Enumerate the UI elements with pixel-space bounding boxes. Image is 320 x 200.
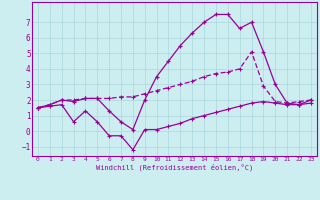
- X-axis label: Windchill (Refroidissement éolien,°C): Windchill (Refroidissement éolien,°C): [96, 164, 253, 171]
